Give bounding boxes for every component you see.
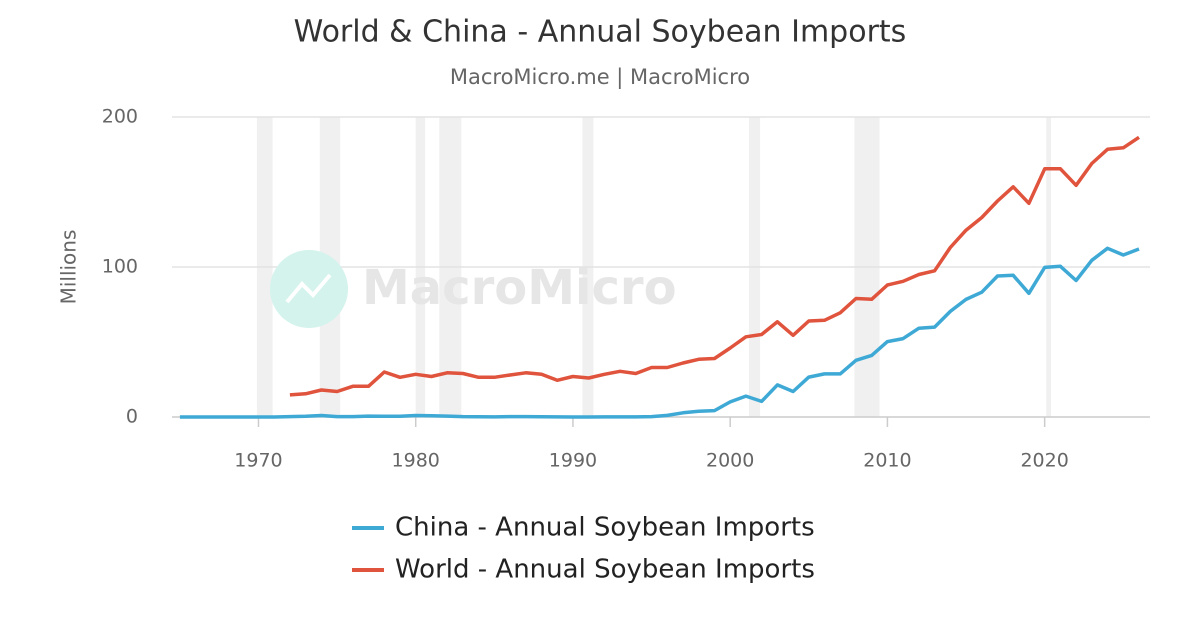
series-line [289, 135, 1140, 397]
watermark: MacroMicro [362, 260, 677, 316]
background [172, 116, 1150, 418]
x-tick-label: 2020 [1020, 450, 1068, 472]
x-tick-label: 2000 [706, 450, 754, 472]
y-tick-label: 100 [102, 256, 138, 278]
watermark-group: MacroMicro [270, 250, 677, 328]
legend-label: World - Annual Soybean Imports [395, 555, 815, 585]
x-tick-label: 1970 [234, 450, 282, 472]
y-axis-label: Millions [57, 230, 81, 305]
watermark-icon [285, 273, 332, 304]
x-tick-label: 1990 [549, 450, 597, 472]
chart-subtitle: MacroMicro.me | MacroMicro [450, 65, 750, 90]
x-tick-label: 2010 [863, 450, 911, 472]
legend-label: China - Annual Soybean Imports [395, 513, 815, 543]
x-tick-label: 1980 [392, 450, 440, 472]
series-line [179, 246, 1140, 419]
y-tick-label: 0 [126, 406, 138, 428]
chart-title: World & China - Annual Soybean Imports [294, 15, 907, 50]
y-tick-label: 200 [102, 106, 138, 128]
